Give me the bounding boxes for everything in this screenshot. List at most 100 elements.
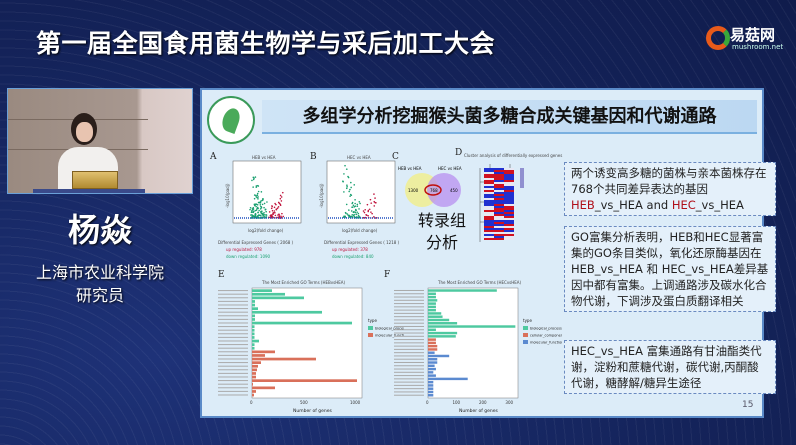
bar-category-label <box>218 311 248 313</box>
logo-url: mushroom.net <box>732 43 784 51</box>
point-down <box>262 198 264 200</box>
bar-category-label <box>394 391 424 393</box>
heatmap-color-key <box>520 168 524 188</box>
venn-right-circle <box>427 173 461 207</box>
bar-category-label <box>218 351 248 353</box>
bar-category-label <box>218 315 248 317</box>
point-up <box>370 211 372 213</box>
heatmap-cell <box>504 182 514 184</box>
bar-category-label <box>394 299 424 301</box>
x-tick-label: 300 <box>505 400 513 405</box>
x-tick-label: 200 <box>479 400 487 405</box>
point-down <box>344 215 347 218</box>
bar <box>252 310 322 314</box>
point-up <box>281 191 284 194</box>
point-down <box>345 203 348 206</box>
bar-category-label <box>218 376 248 378</box>
point-down <box>254 215 257 217</box>
point-down <box>257 211 259 214</box>
heatmap-cell <box>494 172 504 174</box>
bar <box>428 361 438 364</box>
point-down <box>251 211 253 213</box>
bar <box>428 295 436 299</box>
point-down <box>259 204 262 206</box>
bar <box>252 318 255 321</box>
point-up <box>278 215 281 218</box>
point-up <box>280 200 283 202</box>
heatmap-cell <box>484 222 494 224</box>
bar-category-label <box>218 344 248 346</box>
point-down <box>252 208 255 210</box>
bar <box>428 322 458 325</box>
point-up <box>366 203 369 206</box>
bar-chart-f: 0 100 200 300 Number of genes type biological_… <box>394 287 562 414</box>
bar <box>252 300 255 303</box>
point-up <box>373 200 376 203</box>
point-down <box>343 173 345 175</box>
point-down <box>345 212 347 215</box>
heatmap-cell <box>494 176 504 178</box>
bar <box>252 354 265 357</box>
point-up <box>365 214 368 216</box>
bar-category-label <box>394 303 424 305</box>
heatmap-cell <box>504 218 514 220</box>
heatmap-cell <box>494 184 504 186</box>
panel-a-title: HEB vs HEA <box>252 155 276 160</box>
point-down <box>351 214 354 216</box>
point-down <box>262 214 264 217</box>
heatmap-cell <box>494 170 504 172</box>
heatmap-cell <box>504 234 514 236</box>
bar-category-label <box>394 322 424 324</box>
venn-left-count: 1300 <box>408 188 419 193</box>
bar-category-label <box>394 316 424 318</box>
bar <box>252 390 256 393</box>
bar-category-label <box>394 378 424 380</box>
heatmap-cell <box>484 182 494 184</box>
volcano-plot-a <box>232 160 302 224</box>
bar <box>428 312 442 315</box>
heatmap-cell <box>494 174 504 176</box>
point-down <box>250 214 253 216</box>
x-tick-label: 0 <box>250 400 253 405</box>
point-down <box>353 206 356 208</box>
bar <box>428 289 497 292</box>
point-down <box>346 185 348 188</box>
transcriptome-label: 转录组 分析 <box>417 211 466 252</box>
heatmap-cell <box>504 176 514 178</box>
heatmap-cell <box>484 212 494 214</box>
bar <box>428 358 438 361</box>
heatmap-cell <box>484 220 494 222</box>
heatmap-cell <box>484 202 494 204</box>
bar-category-label <box>394 365 424 367</box>
bar <box>428 374 436 377</box>
heatmap-cell <box>504 220 514 222</box>
point-down <box>256 215 259 218</box>
bar-category-label <box>218 362 248 364</box>
heatmap-cell <box>504 194 514 196</box>
heatmap-cell <box>484 188 494 190</box>
bar <box>428 380 434 384</box>
heatmap-cell <box>504 184 514 186</box>
bar-category-label <box>218 347 248 349</box>
panel-d-label: D <box>455 148 463 158</box>
panel-b-legend-title: Differential Expressed Genes ( 1218 ) <box>324 240 400 245</box>
point-down <box>355 213 358 216</box>
bar <box>252 375 256 379</box>
heatmap-cell <box>504 226 514 228</box>
bar <box>252 339 259 343</box>
point-down <box>251 179 253 182</box>
heatmap-cell <box>504 222 514 224</box>
bar-category-label <box>218 333 248 335</box>
point-down <box>257 198 259 200</box>
point-down <box>357 214 360 217</box>
heatmap-cell <box>504 212 514 214</box>
heatmap-cell <box>484 172 494 174</box>
point-down <box>356 211 358 213</box>
heatmap-cell <box>484 174 494 176</box>
bar <box>428 335 456 338</box>
bar <box>252 361 261 364</box>
point-down <box>260 191 263 193</box>
note-1-heb: HEB <box>571 198 595 212</box>
bar <box>252 307 258 310</box>
point-down <box>264 214 266 216</box>
